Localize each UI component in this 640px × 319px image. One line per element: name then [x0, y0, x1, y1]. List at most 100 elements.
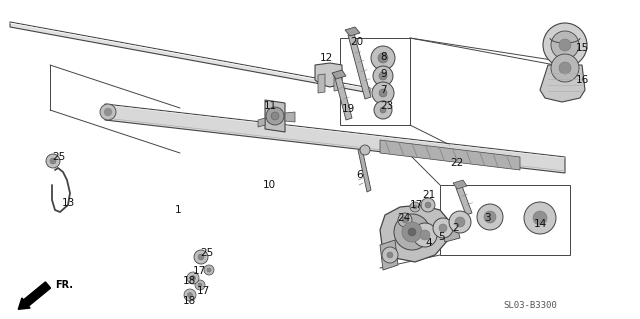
- Circle shape: [266, 107, 284, 125]
- Text: 24: 24: [397, 213, 410, 223]
- Text: 15: 15: [576, 43, 589, 53]
- Circle shape: [207, 268, 211, 272]
- Polygon shape: [440, 218, 460, 242]
- Text: 9: 9: [380, 69, 387, 79]
- Circle shape: [449, 211, 471, 233]
- Polygon shape: [540, 65, 585, 102]
- Polygon shape: [335, 76, 352, 120]
- Circle shape: [198, 254, 204, 260]
- Circle shape: [188, 293, 193, 298]
- Polygon shape: [358, 148, 371, 192]
- Circle shape: [402, 217, 408, 223]
- Polygon shape: [315, 63, 342, 87]
- Circle shape: [413, 205, 417, 209]
- Circle shape: [559, 39, 571, 51]
- FancyArrow shape: [19, 282, 51, 309]
- Circle shape: [46, 154, 60, 168]
- Circle shape: [191, 276, 195, 280]
- Circle shape: [551, 54, 579, 82]
- Text: 14: 14: [534, 219, 547, 229]
- Text: FR.: FR.: [55, 280, 73, 290]
- Text: 7: 7: [380, 85, 387, 95]
- Polygon shape: [456, 186, 472, 215]
- Text: 21: 21: [422, 190, 435, 200]
- Polygon shape: [380, 140, 520, 170]
- Circle shape: [371, 46, 395, 70]
- Circle shape: [50, 158, 56, 164]
- Circle shape: [184, 289, 196, 301]
- Polygon shape: [318, 74, 325, 93]
- Text: 25: 25: [52, 152, 65, 162]
- Circle shape: [360, 145, 370, 155]
- Text: 1: 1: [175, 205, 182, 215]
- Text: SL03-B3300: SL03-B3300: [503, 300, 557, 309]
- Circle shape: [271, 112, 279, 120]
- Circle shape: [433, 218, 453, 238]
- Text: 17: 17: [193, 266, 206, 276]
- Text: 16: 16: [576, 75, 589, 85]
- Text: 23: 23: [380, 101, 393, 111]
- Polygon shape: [453, 180, 467, 189]
- Circle shape: [382, 247, 398, 263]
- Circle shape: [373, 66, 393, 86]
- Polygon shape: [265, 100, 285, 132]
- Circle shape: [372, 82, 394, 104]
- Polygon shape: [285, 112, 295, 122]
- Text: 20: 20: [350, 37, 363, 47]
- Text: 12: 12: [320, 53, 333, 63]
- Circle shape: [398, 213, 412, 227]
- Polygon shape: [348, 33, 371, 99]
- Polygon shape: [380, 240, 398, 270]
- Circle shape: [421, 198, 435, 212]
- Circle shape: [439, 224, 447, 232]
- Text: 4: 4: [425, 238, 431, 248]
- Circle shape: [533, 211, 547, 225]
- Circle shape: [484, 211, 496, 223]
- Circle shape: [559, 62, 571, 74]
- Circle shape: [195, 280, 205, 290]
- Circle shape: [380, 107, 386, 113]
- Text: 6: 6: [356, 170, 363, 180]
- Text: 8: 8: [380, 52, 387, 62]
- Text: 19: 19: [342, 104, 355, 114]
- Circle shape: [408, 228, 416, 236]
- Text: 18: 18: [183, 296, 196, 306]
- Text: 18: 18: [183, 276, 196, 286]
- Circle shape: [387, 252, 393, 258]
- Circle shape: [402, 222, 422, 242]
- Circle shape: [379, 72, 387, 80]
- Circle shape: [420, 230, 430, 240]
- Text: 11: 11: [264, 101, 277, 111]
- Text: 17: 17: [197, 286, 211, 296]
- Polygon shape: [10, 22, 370, 93]
- Circle shape: [100, 104, 116, 120]
- Circle shape: [378, 53, 388, 63]
- Text: 5: 5: [438, 232, 445, 242]
- Circle shape: [543, 23, 587, 67]
- Circle shape: [551, 31, 579, 59]
- Polygon shape: [380, 205, 450, 262]
- Circle shape: [379, 89, 387, 97]
- Circle shape: [477, 204, 503, 230]
- Text: 10: 10: [263, 180, 276, 190]
- Polygon shape: [334, 72, 341, 91]
- Circle shape: [425, 202, 431, 208]
- Circle shape: [104, 108, 112, 116]
- Circle shape: [187, 272, 199, 284]
- Circle shape: [455, 217, 465, 227]
- Text: 2: 2: [452, 223, 459, 233]
- Circle shape: [204, 265, 214, 275]
- Circle shape: [394, 214, 430, 250]
- Circle shape: [410, 202, 420, 212]
- Polygon shape: [105, 104, 565, 173]
- Polygon shape: [332, 70, 346, 79]
- Circle shape: [374, 101, 392, 119]
- Text: 13: 13: [62, 198, 76, 208]
- Circle shape: [198, 283, 202, 287]
- Circle shape: [524, 202, 556, 234]
- Polygon shape: [258, 118, 265, 127]
- Text: 3: 3: [484, 213, 491, 223]
- Text: 22: 22: [450, 158, 463, 168]
- Text: 17: 17: [410, 200, 423, 210]
- Text: 25: 25: [200, 248, 213, 258]
